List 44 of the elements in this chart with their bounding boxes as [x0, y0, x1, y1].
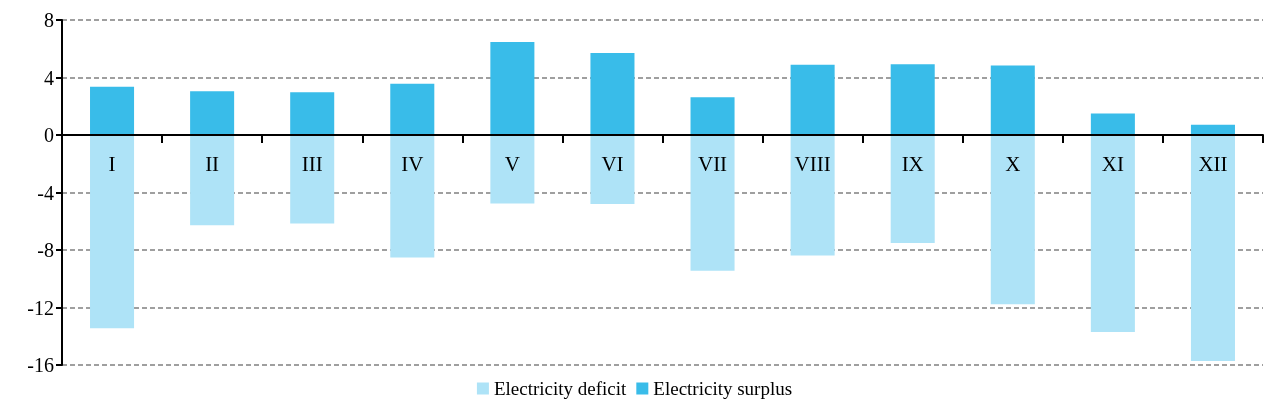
bar [290, 135, 335, 224]
bar [490, 135, 535, 204]
x-tick-label: VII [697, 151, 728, 176]
bar [690, 97, 735, 135]
legend-label: Electricity surplus [653, 378, 793, 399]
y-tick-label: -12 [27, 296, 54, 319]
x-tick-label: IV [401, 151, 424, 176]
bar [890, 64, 935, 135]
bar [690, 135, 735, 271]
y-tick-label: 0 [44, 124, 54, 146]
x-tick-label: V [504, 151, 520, 176]
legend-label: Electricity deficit [493, 378, 628, 399]
bar [590, 135, 635, 204]
x-tick-label: IX [901, 151, 924, 176]
x-tick-label: XI [1101, 151, 1124, 176]
bar [390, 135, 435, 258]
bar [990, 65, 1035, 135]
bar [890, 135, 935, 243]
x-tick-label: I [108, 151, 116, 176]
y-tick-label: -4 [37, 181, 54, 204]
bar [790, 64, 835, 135]
x-tick-label: II [205, 151, 220, 176]
bar [90, 86, 135, 135]
bar [1190, 135, 1235, 362]
bar [190, 135, 235, 226]
bar [190, 91, 235, 135]
bar [1090, 113, 1135, 135]
bar [990, 135, 1035, 305]
bar [90, 135, 135, 329]
bar [290, 92, 335, 135]
x-tick-label: III [301, 151, 323, 176]
x-tick-label: X [1005, 151, 1021, 176]
y-tick-label: 4 [44, 66, 54, 89]
x-tick-label: VIII [794, 151, 831, 176]
bar [490, 41, 535, 135]
x-tick-label: XII [1198, 151, 1228, 176]
bar [1090, 135, 1135, 332]
y-tick-label: -8 [37, 239, 54, 261]
y-tick-label: -16 [27, 354, 54, 376]
y-tick-label: 8 [44, 9, 54, 31]
bar [590, 52, 635, 135]
bar [790, 135, 835, 256]
bar [390, 83, 435, 135]
x-tick-label: VI [601, 151, 624, 176]
